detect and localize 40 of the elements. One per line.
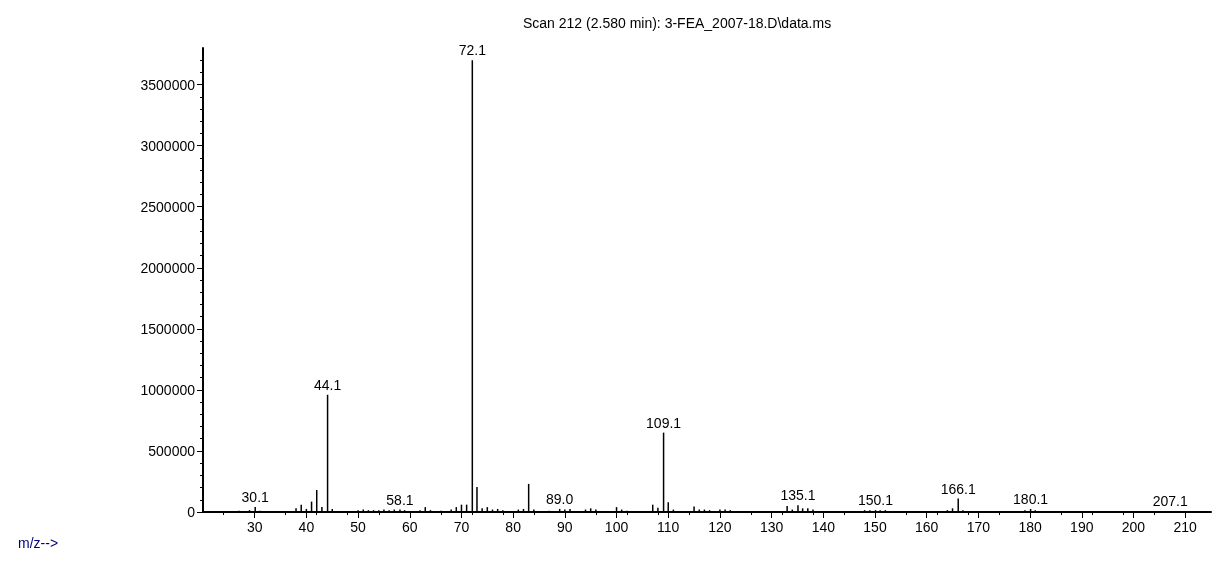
annotation: 207.1 bbox=[1152, 493, 1188, 510]
x-tick-label: 50 bbox=[350, 519, 367, 535]
y-tick-label: 1000000 bbox=[140, 381, 196, 398]
x-tick-label: 110 bbox=[657, 519, 680, 535]
x-tick-label: 160 bbox=[915, 519, 939, 535]
x-tick-label: 60 bbox=[401, 519, 418, 535]
x-tick-label: 150 bbox=[863, 519, 887, 535]
annotation: 89.0 bbox=[546, 490, 574, 507]
annotation: 150.1 bbox=[857, 492, 894, 509]
annotation: 109.1 bbox=[646, 414, 682, 431]
y-tick-label: 0 bbox=[187, 504, 196, 520]
chart-title: Scan 212 (2.580 min): 3-FEA_2007-18.D\data.ms bbox=[523, 15, 832, 31]
y-tick-label: 2000000 bbox=[140, 259, 196, 276]
x-tick-label: 200 bbox=[1121, 519, 1146, 535]
x-tick-label: 80 bbox=[505, 519, 522, 535]
y-tick-label: 500000 bbox=[148, 442, 196, 459]
x-tick-label: 130 bbox=[759, 519, 784, 535]
y-tick-label: 2500000 bbox=[140, 198, 196, 215]
x-tick-label: 210 bbox=[1173, 519, 1198, 535]
x-tick-label: 30 bbox=[246, 519, 263, 535]
annotation: 72.1 bbox=[458, 42, 487, 59]
x-tick-label: 70 bbox=[453, 519, 470, 535]
annotation: 180.1 bbox=[1013, 490, 1049, 507]
y-tick-label: 3500000 bbox=[140, 76, 196, 93]
text: m/z--> bbox=[18, 535, 59, 551]
annotation: 58.1 bbox=[386, 491, 414, 508]
y-tick-label: 1500000 bbox=[140, 320, 196, 337]
annotation: 44.1 bbox=[313, 376, 342, 393]
y-tick-label: 3000000 bbox=[140, 137, 196, 154]
x-tick-label: 180 bbox=[1018, 519, 1042, 535]
x-tick-label: 170 bbox=[966, 519, 991, 535]
annotation: 166.1 bbox=[940, 480, 976, 497]
x-tick-label: 100 bbox=[604, 519, 629, 535]
x-tick-label: 40 bbox=[298, 519, 315, 535]
annotation: 30.1 bbox=[241, 489, 270, 506]
annotation: 135.1 bbox=[780, 487, 816, 504]
x-tick-label: 190 bbox=[1070, 519, 1094, 535]
x-tick-label: 120 bbox=[708, 519, 732, 535]
x-tick-label: 90 bbox=[557, 519, 573, 535]
x-tick-label: 140 bbox=[811, 519, 836, 535]
